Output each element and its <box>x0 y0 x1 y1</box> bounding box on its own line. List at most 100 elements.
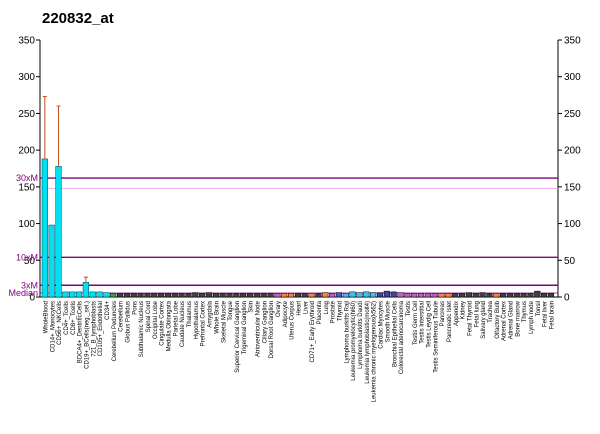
x-tick-label: Ciliary Ganglion <box>262 301 268 343</box>
x-tick-label: Uterus Corpus <box>290 301 296 340</box>
bar <box>301 293 308 298</box>
bar <box>424 293 431 298</box>
bar <box>103 292 110 298</box>
bar <box>458 293 466 298</box>
bar <box>164 293 172 298</box>
x-tick-label: Leukemia chronic myelogenous(k562) <box>372 301 378 402</box>
x-tick-label: Dorsal Root Ganglion <box>269 301 275 358</box>
bar <box>363 291 370 298</box>
x-tick-label: Caudate Nucleus <box>180 301 186 347</box>
x-tick-label: Cerebellum <box>119 301 125 332</box>
bar <box>62 291 69 298</box>
y-tick-label-right: 250 <box>564 109 581 120</box>
x-tick-label: Prefrontal Cortex <box>201 301 207 346</box>
bar <box>226 293 233 298</box>
bar <box>274 293 281 298</box>
bar <box>506 293 514 298</box>
y-tick-label-right: 50 <box>564 256 576 267</box>
x-tick-label: Olfactory Bulb <box>495 300 501 338</box>
bar <box>130 293 137 298</box>
x-tick-label: Lung <box>324 301 330 314</box>
bar <box>185 293 192 298</box>
x-tick-label: Cerebellum Peduncles <box>112 301 118 361</box>
bar <box>281 293 288 298</box>
bar <box>158 293 165 298</box>
x-tick-label: 721_B_lymphoblasts <box>91 301 97 357</box>
x-tick-label: Placenta <box>317 300 323 324</box>
x-tick-label: Skeletal Muscle <box>221 300 227 343</box>
x-tick-label: Thymus <box>522 301 528 322</box>
y-tick-label-right: 300 <box>564 72 581 83</box>
chart-title: 220832_at <box>42 10 114 27</box>
bar <box>110 293 117 298</box>
x-tick-label: Testis Seminiferous Tubule <box>433 300 439 372</box>
bar <box>267 293 274 298</box>
x-tick-label: CD71+_Early Erythroid <box>310 301 316 363</box>
bar <box>75 291 83 298</box>
x-tick-label: Fetal liver <box>543 301 549 327</box>
x-tick-label: Leukemia lymphoblastic(molt4) <box>365 301 371 384</box>
x-tick-label: Thalamus <box>187 301 193 327</box>
bar <box>240 293 247 298</box>
x-tick-label: Testis <box>406 301 412 316</box>
x-tick-label: CD8+_Tcells <box>71 301 77 335</box>
bar <box>69 291 76 298</box>
bar <box>500 293 507 298</box>
x-tick-label: Ovary <box>276 301 282 317</box>
bar <box>137 293 144 298</box>
x-tick-label: Trachea <box>488 300 494 322</box>
x-tick-label: Bronchial Epithelial Cells <box>392 301 398 367</box>
bar <box>513 293 520 298</box>
bar <box>404 293 411 298</box>
bar <box>493 293 500 298</box>
x-tick-label: Colorectal adenocarcinoma <box>399 300 405 374</box>
x-tick-label: CD105+_Endothelial <box>98 301 104 356</box>
bar <box>376 292 384 298</box>
bar <box>260 293 267 298</box>
y-tick-label-right: 200 <box>564 146 581 157</box>
y-tick-label-right: 350 <box>564 36 581 47</box>
axes: 0 50 100 150 200 250 300 350 0 50 100 150 200 250 300 3… <box>18 36 581 304</box>
x-tick-label: Lymphoma burkitts Raji <box>344 301 350 363</box>
bar <box>520 293 527 298</box>
bar <box>417 293 425 298</box>
x-tick-label: Adrenal Cortex <box>502 301 508 341</box>
x-tick-label: Spinal Cord <box>146 301 152 332</box>
x-tick-label: Bone marrow <box>515 300 521 336</box>
bar <box>246 293 254 298</box>
bar <box>452 293 459 298</box>
x-tick-label: CD14+_Monocytes <box>50 301 56 352</box>
x-tick-label: Lymph node <box>529 300 535 333</box>
bar <box>342 293 349 298</box>
bar <box>445 293 452 298</box>
x-tick-label: Thyroid <box>338 301 344 321</box>
x-tick-label: Amygdala <box>208 300 214 327</box>
x-tick-label: Superior Cervical Ganglion <box>235 301 241 373</box>
bar <box>315 293 322 298</box>
bar <box>123 293 130 298</box>
x-tick-label: Atrioventricular Node <box>255 300 261 357</box>
y-tick-label-left: 200 <box>18 146 35 157</box>
x-tick-label: Testis Leydig Cell <box>426 301 432 348</box>
x-tick-label: Salivary gland <box>481 301 487 339</box>
bar <box>472 293 479 298</box>
y-tick-label-left: 150 <box>18 182 35 193</box>
bar <box>397 292 404 298</box>
bars <box>41 96 555 298</box>
bar <box>233 293 240 298</box>
bar <box>41 158 48 298</box>
bar <box>479 292 486 298</box>
bar <box>390 291 397 298</box>
reference-line-label: Median <box>8 288 38 298</box>
bar <box>48 224 55 298</box>
reference-line-label: 30xM <box>16 173 38 183</box>
bar <box>411 293 418 298</box>
bar <box>534 290 541 298</box>
x-tick-label: Fetal brain <box>550 301 556 329</box>
bar <box>219 293 226 298</box>
bar <box>322 292 329 298</box>
x-tick-label: Subthalamic Nucleus <box>139 301 145 357</box>
bar <box>212 293 219 298</box>
x-tick-label: Tonsil <box>536 301 542 316</box>
